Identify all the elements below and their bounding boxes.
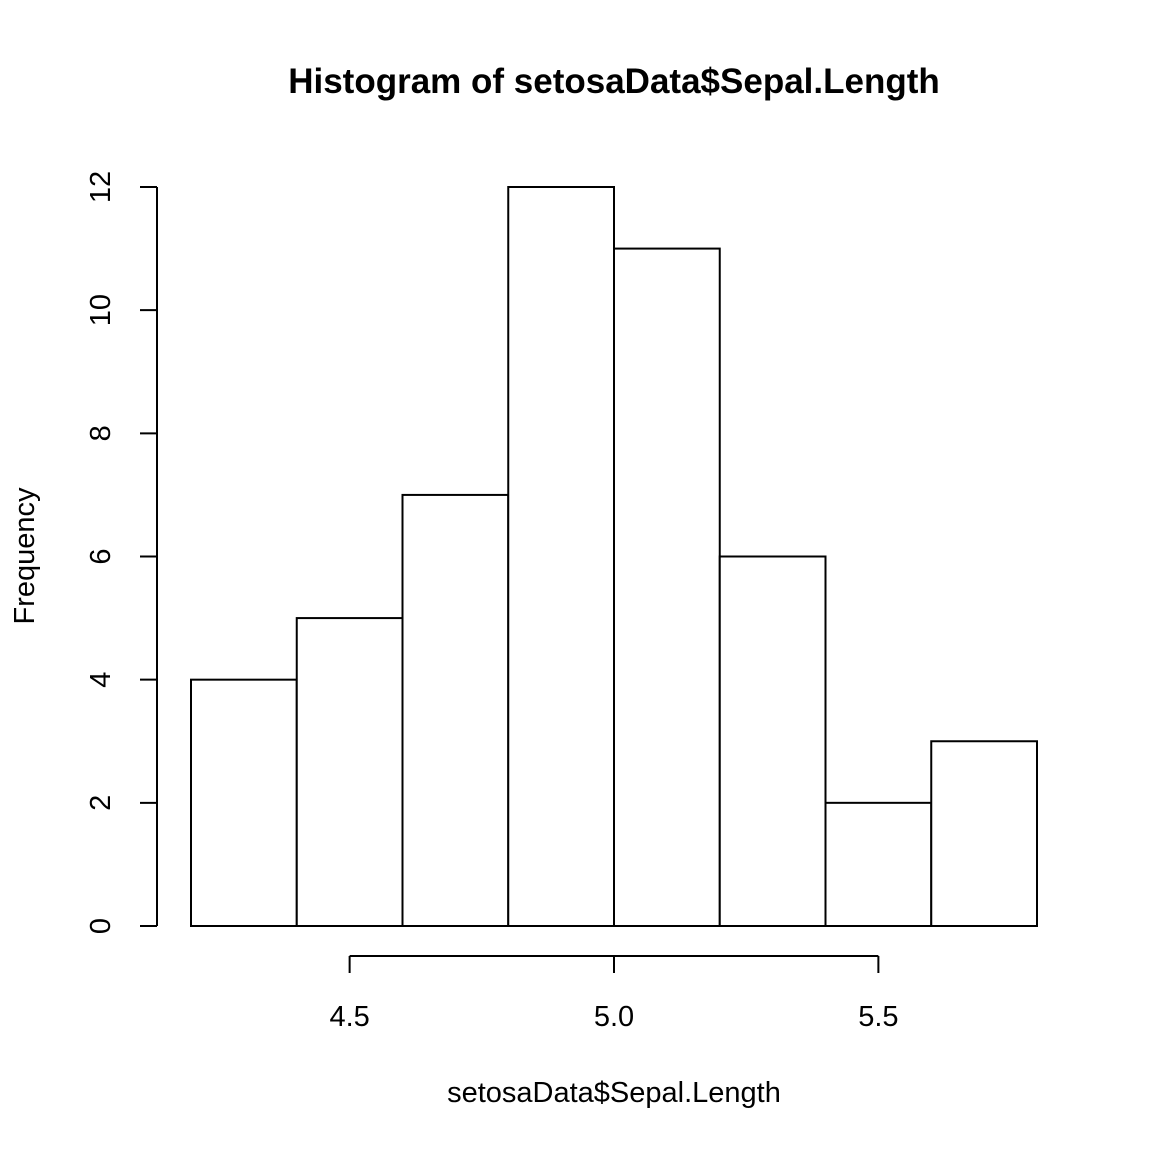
y-tick-label: 0: [85, 918, 117, 934]
y-tick-label: 8: [85, 425, 117, 441]
y-tick-label: 10: [85, 294, 117, 326]
x-tick-label: 4.5: [329, 1001, 369, 1033]
histogram-bar: [190, 678, 298, 928]
histogram-bar: [401, 493, 510, 927]
y-axis: 0 2 4 6 8 10 12: [85, 171, 158, 934]
x-tick-label: 5.5: [858, 1001, 898, 1033]
histogram-bar: [824, 801, 933, 927]
x-axis-label: setosaData$Sepal.Length: [447, 1077, 781, 1109]
y-tick-label: 2: [85, 795, 117, 811]
histogram-bar: [507, 186, 615, 927]
histogram-bar: [613, 247, 721, 928]
bars-group: [190, 186, 1038, 928]
histogram-bar: [295, 617, 404, 927]
histogram-bar: [930, 740, 1038, 927]
histogram-bar: [718, 555, 827, 927]
chart-title: Histogram of setosaData$Sepal.Length: [288, 62, 940, 101]
x-tick-label: 5.0: [594, 1001, 634, 1033]
y-tick-label: 6: [85, 548, 117, 564]
y-axis-label: Frequency: [9, 487, 41, 625]
y-tick-label: 12: [85, 171, 117, 203]
y-tick-label: 4: [85, 672, 117, 688]
x-axis: 4.5 5.0 5.5: [329, 955, 899, 1033]
